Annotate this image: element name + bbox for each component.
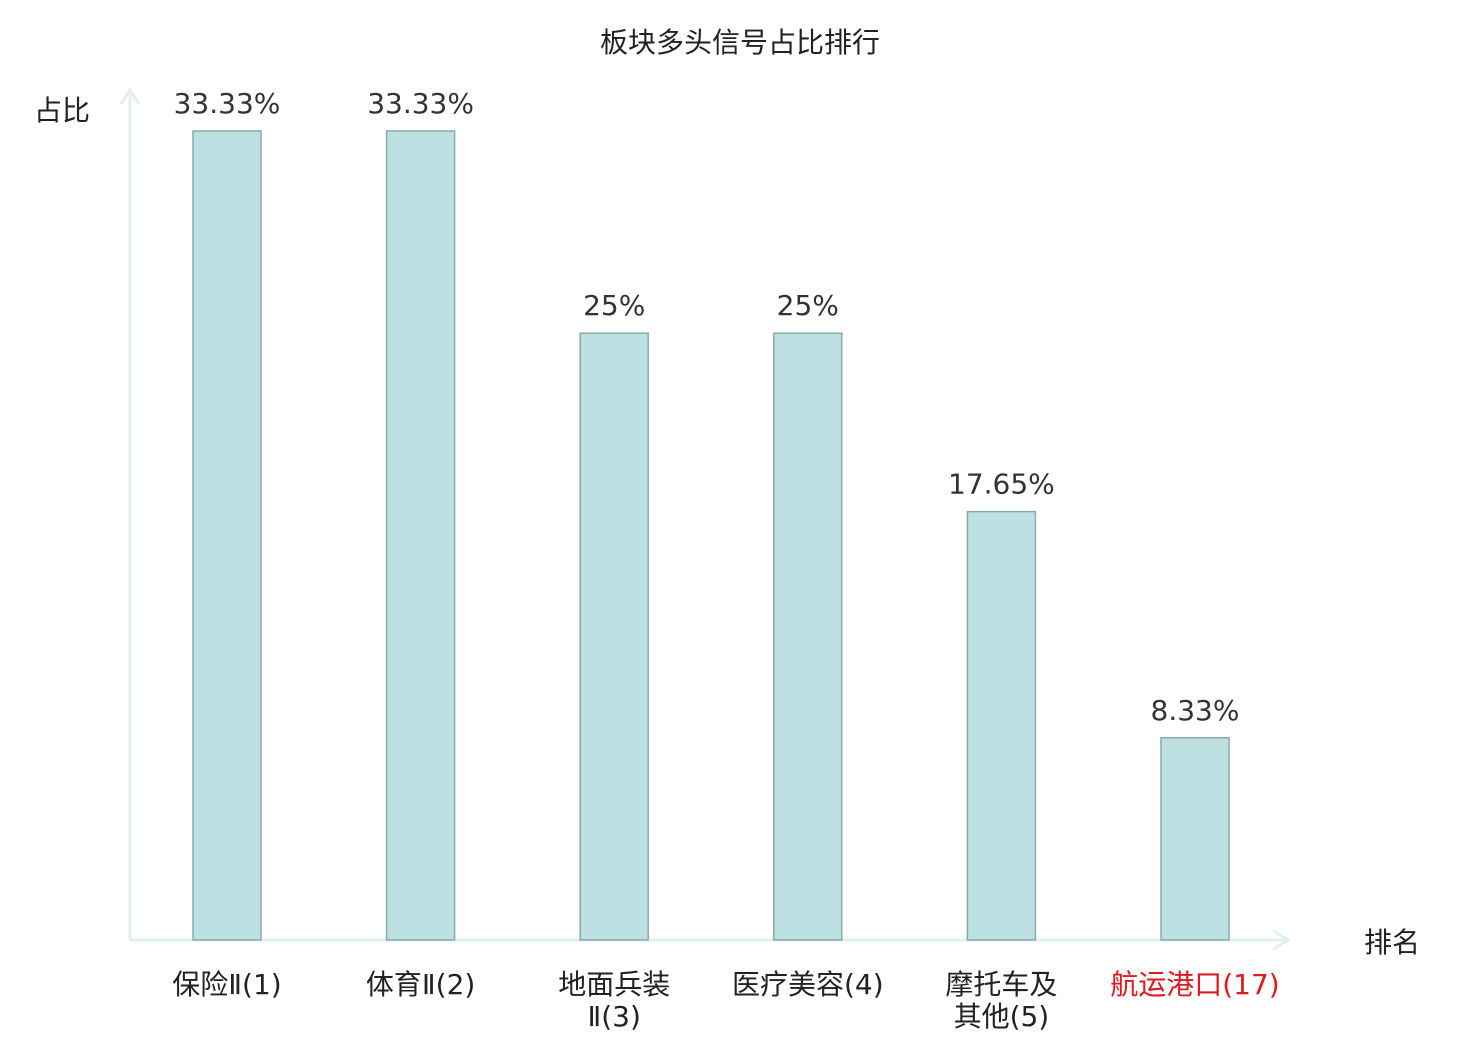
x-axis-label: 排名 [1364,926,1420,959]
category-label: 航运港口(17) [1110,968,1279,1001]
value-label: 8.33% [1151,694,1240,727]
category-label-line: 体育Ⅱ(2) [366,968,475,1001]
category-label-line: 保险Ⅱ(1) [172,968,281,1001]
category-label-line: 其他(5) [954,1000,1050,1033]
axes [119,87,1291,951]
category-label: 地面兵装 Ⅱ(3) [558,968,670,1033]
bar [385,130,456,941]
value-labels-group: 33.33% 33.33% 25% 25% 17.65% 8.33% [174,87,1240,727]
category-label-line: 地面兵装 [558,968,670,1001]
category-label-line: Ⅱ(3) [587,1000,640,1033]
value-label: 25% [583,289,645,322]
bar [966,510,1037,941]
bar [773,332,843,941]
x-axis-arrow-icon [1273,929,1291,951]
value-label: 25% [777,289,839,322]
category-label: 摩托车及其他(5) [945,968,1057,1033]
bars-group [192,130,1230,941]
value-label: 33.33% [367,87,474,120]
category-label-line: 航运港口(17) [1110,968,1279,1001]
y-axis-label: 占比 [34,94,90,127]
category-label-line: 医疗美容(4) [732,968,884,1001]
chart-title: 板块多头信号占比排行 [600,26,880,59]
category-label: 医疗美容(4) [732,968,884,1001]
y-axis-arrow-icon [119,87,141,105]
category-label-line: 摩托车及 [945,968,1057,1001]
bar [1160,737,1230,941]
bar [192,130,262,941]
bar [579,332,649,941]
value-label: 17.65% [948,468,1055,501]
category-labels-group: 保险Ⅱ(1) 体育Ⅱ(2) 地面兵装 Ⅱ(3) 医疗美容(4) 摩托车及其他(5) 航运港口… [172,968,1279,1033]
value-label: 33.33% [174,87,281,120]
category-label: 体育Ⅱ(2) [366,968,475,1001]
category-label: 保险Ⅱ(1) [172,968,281,1001]
